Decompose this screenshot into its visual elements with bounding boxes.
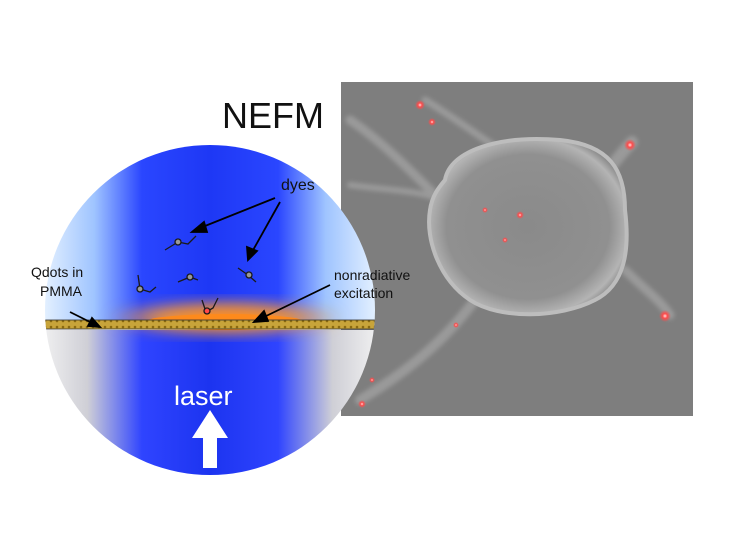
up-arrow-icon <box>192 410 228 468</box>
laser-label: laser <box>174 381 233 411</box>
qdots-label-line2: PMMA <box>40 283 83 299</box>
annotation-arrows <box>69 197 331 329</box>
fluorescent-spots <box>358 100 671 408</box>
nonradiative-label-line2: excitation <box>334 285 393 301</box>
qdots-label-line1: Qdots in <box>31 264 83 280</box>
cell-body <box>427 137 629 317</box>
microscopy-image <box>341 82 693 416</box>
nonradiative-label-line1: nonradiative <box>334 267 410 283</box>
dyes-label: dyes <box>281 177 315 194</box>
dye-molecules <box>136 235 257 315</box>
sample-region <box>45 145 375 325</box>
qdot-layer <box>45 319 375 330</box>
panel-title: NEFM <box>222 95 324 136</box>
